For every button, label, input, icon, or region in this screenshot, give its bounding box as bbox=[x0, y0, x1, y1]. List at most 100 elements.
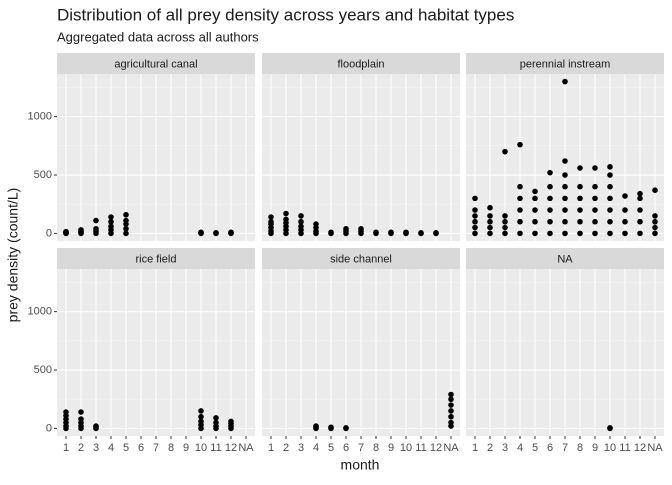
strip bbox=[57, 53, 255, 74]
strip bbox=[466, 53, 664, 74]
x-tick-label: 1 bbox=[472, 442, 478, 454]
point bbox=[448, 402, 454, 408]
point bbox=[622, 193, 628, 199]
strip bbox=[466, 248, 664, 269]
y-axis-label: prey density (count/L) bbox=[5, 188, 21, 323]
point bbox=[562, 183, 568, 190]
x-tick-label: 1 bbox=[268, 442, 274, 454]
point bbox=[93, 225, 99, 232]
x-tick-label: 11 bbox=[210, 442, 221, 454]
point bbox=[607, 164, 613, 170]
x-tick-label: 2 bbox=[283, 442, 289, 454]
point bbox=[517, 207, 523, 213]
point bbox=[78, 409, 84, 415]
point bbox=[448, 413, 454, 420]
x-tick-label: 12 bbox=[634, 442, 646, 454]
y-tick-label: 0 bbox=[46, 227, 52, 239]
point bbox=[547, 218, 553, 225]
x-tick-label: NA bbox=[238, 442, 254, 454]
point bbox=[213, 415, 219, 421]
point bbox=[592, 207, 598, 213]
point bbox=[298, 213, 304, 219]
x-tick-label: 12 bbox=[430, 442, 442, 454]
x-tick-label: 1 bbox=[63, 442, 69, 454]
point bbox=[472, 230, 478, 237]
strip-label: NA bbox=[557, 253, 573, 265]
point bbox=[562, 78, 568, 85]
point bbox=[592, 183, 598, 190]
x-tick-label: NA bbox=[443, 442, 459, 454]
x-axis-label: month bbox=[341, 457, 380, 473]
point bbox=[607, 195, 613, 202]
point bbox=[502, 213, 508, 219]
point bbox=[268, 218, 274, 225]
y-tick-label: 1000 bbox=[28, 306, 52, 318]
point bbox=[517, 141, 523, 148]
point bbox=[502, 218, 508, 225]
x-tick-label: 12 bbox=[225, 442, 237, 454]
point bbox=[577, 195, 583, 202]
point bbox=[93, 217, 99, 224]
x-tick-label: 4 bbox=[517, 442, 523, 454]
point bbox=[228, 229, 234, 236]
point bbox=[472, 195, 478, 202]
point bbox=[63, 228, 69, 235]
point bbox=[517, 183, 523, 190]
point bbox=[622, 230, 628, 237]
point bbox=[637, 195, 643, 202]
point bbox=[108, 223, 114, 230]
x-tick-label: 7 bbox=[153, 442, 159, 454]
point bbox=[487, 218, 493, 225]
point bbox=[577, 230, 583, 237]
point bbox=[78, 416, 84, 422]
point bbox=[637, 218, 643, 225]
point bbox=[502, 230, 508, 237]
strip-label: perennial instream bbox=[520, 58, 611, 70]
x-tick-label: 7 bbox=[358, 442, 364, 454]
x-tick-label: 8 bbox=[577, 442, 583, 454]
point bbox=[637, 190, 643, 197]
point bbox=[448, 419, 454, 426]
x-tick-label: 2 bbox=[487, 442, 493, 454]
strip-label: agricultural canal bbox=[114, 58, 197, 70]
point bbox=[108, 218, 114, 225]
x-tick-label: 2 bbox=[78, 442, 84, 454]
point bbox=[388, 229, 394, 236]
point bbox=[313, 423, 319, 429]
point bbox=[198, 408, 204, 414]
chart-subtitle: Aggregated data across all authors bbox=[57, 29, 259, 44]
x-tick-label: 6 bbox=[547, 442, 553, 454]
point bbox=[532, 207, 538, 213]
point bbox=[532, 188, 538, 195]
x-tick-label: 5 bbox=[532, 442, 538, 454]
x-tick-label: 3 bbox=[93, 442, 99, 454]
chart-title: Distribution of all prey density across … bbox=[57, 5, 514, 24]
point bbox=[123, 211, 129, 218]
point bbox=[198, 229, 204, 236]
strip bbox=[57, 248, 255, 269]
y-tick-label: 500 bbox=[34, 364, 52, 376]
x-tick-label: 9 bbox=[183, 442, 189, 454]
point bbox=[298, 218, 304, 225]
point bbox=[607, 218, 613, 225]
x-tick-label: 5 bbox=[123, 442, 129, 454]
point bbox=[343, 425, 349, 431]
point bbox=[472, 218, 478, 225]
point bbox=[517, 230, 523, 237]
x-tick-label: 4 bbox=[313, 442, 319, 454]
point bbox=[562, 195, 568, 202]
point bbox=[652, 187, 658, 193]
point bbox=[637, 207, 643, 213]
point bbox=[487, 230, 493, 237]
y-tick-label: 0 bbox=[46, 422, 52, 434]
point bbox=[547, 207, 553, 213]
point bbox=[622, 207, 628, 213]
point bbox=[123, 225, 129, 232]
point bbox=[418, 230, 424, 236]
point bbox=[652, 213, 658, 219]
point bbox=[472, 213, 478, 219]
point bbox=[502, 224, 508, 231]
point bbox=[487, 224, 493, 231]
point bbox=[283, 216, 289, 223]
